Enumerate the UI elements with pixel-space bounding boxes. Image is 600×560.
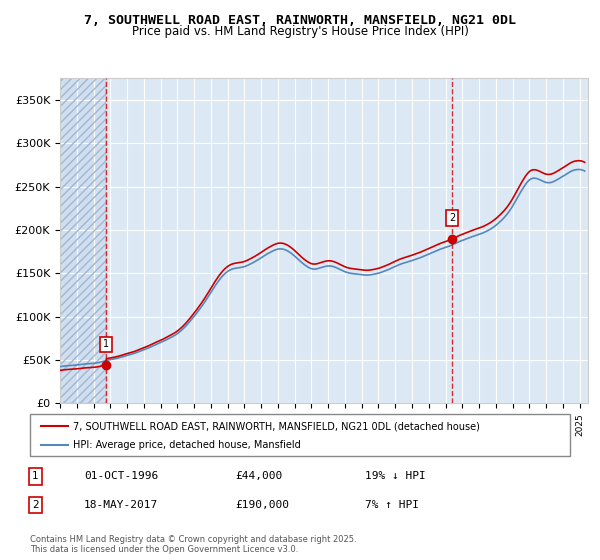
Bar [60, 78, 106, 403]
Text: 7, SOUTHWELL ROAD EAST, RAINWORTH, MANSFIELD, NG21 0DL (detached house): 7, SOUTHWELL ROAD EAST, RAINWORTH, MANSF… [73, 421, 480, 431]
Text: 18-MAY-2017: 18-MAY-2017 [84, 500, 158, 510]
Text: 1: 1 [103, 339, 109, 349]
Text: 1: 1 [32, 472, 39, 482]
Text: Contains HM Land Registry data © Crown copyright and database right 2025.
This d: Contains HM Land Registry data © Crown c… [30, 535, 356, 554]
Text: Price paid vs. HM Land Registry's House Price Index (HPI): Price paid vs. HM Land Registry's House … [131, 25, 469, 38]
Text: 2: 2 [449, 213, 455, 223]
FancyBboxPatch shape [30, 414, 570, 456]
Text: 19% ↓ HPI: 19% ↓ HPI [365, 472, 425, 482]
Text: 7, SOUTHWELL ROAD EAST, RAINWORTH, MANSFIELD, NG21 0DL: 7, SOUTHWELL ROAD EAST, RAINWORTH, MANSF… [84, 14, 516, 27]
Bar [60, 78, 106, 403]
Text: HPI: Average price, detached house, Mansfield: HPI: Average price, detached house, Mans… [73, 440, 301, 450]
Text: £190,000: £190,000 [235, 500, 289, 510]
Text: 7% ↑ HPI: 7% ↑ HPI [365, 500, 419, 510]
Text: £44,000: £44,000 [235, 472, 283, 482]
Text: 01-OCT-1996: 01-OCT-1996 [84, 472, 158, 482]
Text: 2: 2 [32, 500, 39, 510]
